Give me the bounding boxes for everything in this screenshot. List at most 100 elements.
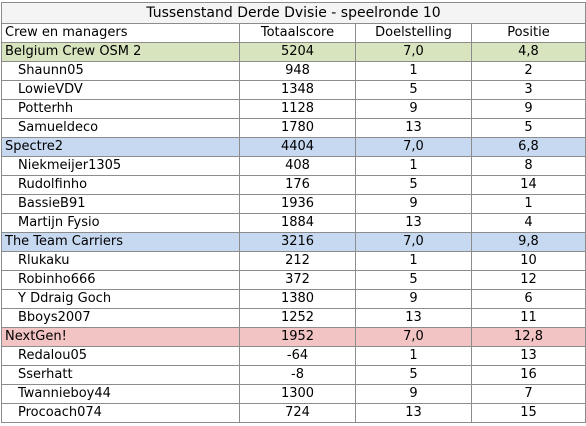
- manager-name: Redalou05: [1, 346, 240, 366]
- manager-name: Robinho666: [1, 270, 240, 290]
- manager-position: 8: [471, 156, 586, 176]
- manager-row: Redalou05 -64 1 13: [1, 346, 586, 366]
- manager-row: Robinho666 372 5 12: [1, 270, 586, 290]
- crew-position: 12,8: [471, 327, 586, 347]
- crew-position: 4,8: [471, 42, 586, 62]
- crew-total: 1952: [239, 327, 356, 347]
- crew-position: 9,8: [471, 232, 586, 252]
- manager-goal: 5: [355, 365, 472, 385]
- manager-goal: 5: [355, 270, 472, 290]
- manager-position: 1: [471, 194, 586, 214]
- manager-name: LowieVDV: [1, 80, 240, 100]
- manager-goal: 13: [355, 213, 472, 233]
- manager-position: 5: [471, 118, 586, 138]
- header-total: Totaalscore: [239, 23, 356, 43]
- manager-goal: 5: [355, 80, 472, 100]
- manager-position: 10: [471, 251, 586, 271]
- manager-row: Twannieboy44 1300 9 7: [1, 384, 586, 404]
- manager-total: -64: [239, 346, 356, 366]
- manager-goal: 1: [355, 346, 472, 366]
- crew-total: 4404: [239, 137, 356, 157]
- crew-name: NextGen!: [1, 327, 240, 347]
- header-crew: Crew en managers: [1, 23, 240, 43]
- crew-goal: 7,0: [355, 327, 472, 347]
- manager-row: Samueldeco 1780 13 5: [1, 118, 586, 138]
- manager-position: 12: [471, 270, 586, 290]
- crew-row: Belgium Crew OSM 2 5204 7,0 4,8: [1, 42, 586, 62]
- manager-total: 1780: [239, 118, 356, 138]
- manager-total: 724: [239, 403, 356, 423]
- crew-row: NextGen! 1952 7,0 12,8: [1, 327, 586, 347]
- manager-position: 13: [471, 346, 586, 366]
- manager-position: 7: [471, 384, 586, 404]
- manager-total: 948: [239, 61, 356, 81]
- manager-name: Samueldeco: [1, 118, 240, 138]
- manager-name: BassieB91: [1, 194, 240, 214]
- manager-goal: 13: [355, 118, 472, 138]
- manager-position: 14: [471, 175, 586, 195]
- manager-name: Niekmeijer1305: [1, 156, 240, 176]
- manager-row: Rlukaku 212 1 10: [1, 251, 586, 271]
- crew-row: The Team Carriers 3216 7,0 9,8: [1, 232, 586, 252]
- manager-row: Y Ddraig Goch 1380 9 6: [1, 289, 586, 309]
- manager-row: LowieVDV 1348 5 3: [1, 80, 586, 100]
- manager-position: 2: [471, 61, 586, 81]
- crew-goal: 7,0: [355, 232, 472, 252]
- manager-position: 16: [471, 365, 586, 385]
- crew-row: Spectre2 4404 7,0 6,8: [1, 137, 586, 157]
- manager-position: 11: [471, 308, 586, 328]
- header-goal: Doelstelling: [355, 23, 472, 43]
- manager-total: 1300: [239, 384, 356, 404]
- manager-total: 176: [239, 175, 356, 195]
- manager-goal: 5: [355, 175, 472, 195]
- manager-total: 212: [239, 251, 356, 271]
- manager-name: Sserhatt: [1, 365, 240, 385]
- manager-total: 1348: [239, 80, 356, 100]
- manager-total: 1128: [239, 99, 356, 119]
- manager-name: Y Ddraig Goch: [1, 289, 240, 309]
- manager-name: Martijn Fysio: [1, 213, 240, 233]
- manager-total: 372: [239, 270, 356, 290]
- manager-total: 1884: [239, 213, 356, 233]
- manager-goal: 1: [355, 156, 472, 176]
- crew-total: 3216: [239, 232, 356, 252]
- manager-position: 15: [471, 403, 586, 423]
- manager-position: 3: [471, 80, 586, 100]
- manager-name: Rlukaku: [1, 251, 240, 271]
- manager-position: 4: [471, 213, 586, 233]
- crew-goal: 7,0: [355, 137, 472, 157]
- manager-name: Bboys2007: [1, 308, 240, 328]
- manager-position: 6: [471, 289, 586, 309]
- manager-goal: 9: [355, 194, 472, 214]
- manager-total: -8: [239, 365, 356, 385]
- table-title: Tussenstand Derde Dvisie - speelronde 10: [1, 2, 586, 24]
- manager-goal: 1: [355, 61, 472, 81]
- manager-total: 1380: [239, 289, 356, 309]
- manager-goal: 1: [355, 251, 472, 271]
- header-row: Crew en managers Totaalscore Doelstellin…: [1, 23, 586, 43]
- manager-goal: 9: [355, 384, 472, 404]
- crew-name: Belgium Crew OSM 2: [1, 42, 240, 62]
- manager-row: Potterhh 1128 9 9: [1, 99, 586, 119]
- manager-goal: 9: [355, 99, 472, 119]
- manager-goal: 13: [355, 403, 472, 423]
- manager-total: 1936: [239, 194, 356, 214]
- manager-row: Rudolfinho 176 5 14: [1, 175, 586, 195]
- crew-goal: 7,0: [355, 42, 472, 62]
- manager-row: Martijn Fysio 1884 13 4: [1, 213, 586, 233]
- manager-name: Rudolfinho: [1, 175, 240, 195]
- manager-total: 408: [239, 156, 356, 176]
- crew-name: Spectre2: [1, 137, 240, 157]
- manager-row: Procoach074 724 13 15: [1, 403, 586, 423]
- manager-row: Sserhatt -8 5 16: [1, 365, 586, 385]
- manager-position: 9: [471, 99, 586, 119]
- manager-name: Potterhh: [1, 99, 240, 119]
- title-row: Tussenstand Derde Dvisie - speelronde 10: [1, 2, 586, 24]
- manager-name: Procoach074: [1, 403, 240, 423]
- header-position: Positie: [471, 23, 586, 43]
- crew-name: The Team Carriers: [1, 232, 240, 252]
- crew-position: 6,8: [471, 137, 586, 157]
- manager-total: 1252: [239, 308, 356, 328]
- manager-name: Shaunn05: [1, 61, 240, 81]
- manager-row: Niekmeijer1305 408 1 8: [1, 156, 586, 176]
